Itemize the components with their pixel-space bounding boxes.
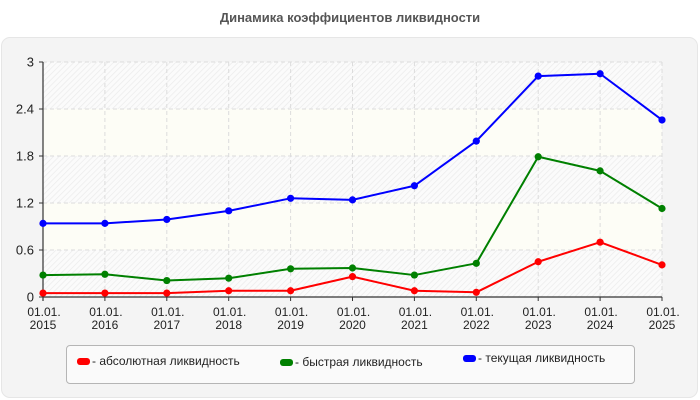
x-tick-label: 01.01. [584, 305, 617, 319]
data-point[interactable] [472, 288, 480, 296]
data-point[interactable] [348, 264, 357, 272]
x-tick-label: 2020 [339, 318, 366, 332]
data-point[interactable] [39, 289, 47, 297]
data-point[interactable] [287, 287, 295, 295]
data-point[interactable] [348, 196, 357, 204]
legend-item-current[interactable]: - текущая ликвидность [463, 348, 605, 368]
x-tick-label: 2019 [277, 318, 304, 332]
data-point[interactable] [163, 276, 171, 285]
x-tick-label: 01.01. [27, 305, 60, 319]
legend: - абсолютная ликвидность - быстрая ликви… [66, 345, 635, 384]
x-tick-label: 01.01. [523, 305, 556, 319]
data-point[interactable] [225, 287, 233, 295]
data-point[interactable] [472, 259, 480, 267]
data-point[interactable] [287, 194, 295, 202]
x-tick-label: 2016 [92, 318, 119, 332]
x-tick-label: 01.01. [461, 305, 494, 319]
x-tick-label: 2024 [587, 318, 614, 332]
x-tick-label: 01.01. [213, 305, 246, 319]
legend-label: - быстрая ликвидность [295, 355, 423, 369]
legend-label: - абсолютная ликвидность [92, 354, 240, 368]
data-point[interactable] [596, 167, 604, 175]
data-point[interactable] [410, 287, 418, 295]
x-tick-label: 2021 [401, 318, 428, 332]
y-tick-label: 1.8 [16, 149, 34, 164]
y-axis-ticks: 0 0.6 1.2 1.8 2.4 3 [16, 55, 43, 305]
chart-title: Динамика коэффициентов ликвидности [219, 10, 481, 25]
data-point[interactable] [534, 153, 542, 161]
legend-swatch-red [77, 357, 90, 365]
data-point[interactable] [658, 261, 666, 269]
y-tick-label: 0 [27, 290, 34, 305]
x-tick-label: 01.01. [151, 305, 184, 319]
data-point[interactable] [410, 271, 418, 279]
data-point[interactable] [410, 182, 418, 190]
x-tick-label: 01.01. [89, 305, 122, 319]
data-point[interactable] [596, 238, 604, 246]
x-axis-ticks: 01.01.201501.01.201601.01.201701.01.2018… [27, 297, 680, 332]
x-tick-label: 2015 [30, 318, 57, 332]
x-tick-label: 2017 [153, 318, 180, 332]
data-point[interactable] [658, 116, 666, 124]
y-tick-label: 0.6 [16, 243, 34, 258]
x-tick-label: 2023 [525, 318, 552, 332]
series-line [39, 153, 666, 285]
legend-swatch-green [280, 358, 293, 366]
data-point[interactable] [225, 207, 233, 215]
data-point[interactable] [39, 271, 47, 279]
data-point[interactable] [101, 270, 109, 278]
x-tick-label: 01.01. [337, 305, 370, 319]
data-point[interactable] [163, 289, 171, 297]
series-line [39, 70, 666, 227]
data-point[interactable] [101, 289, 109, 297]
data-point[interactable] [348, 273, 357, 281]
legend-swatch-blue [463, 354, 476, 362]
data-series [39, 70, 666, 297]
data-point[interactable] [534, 258, 542, 266]
y-tick-label: 1.2 [16, 196, 34, 211]
data-point[interactable] [39, 219, 47, 227]
x-tick-label: 01.01. [275, 305, 308, 319]
data-point[interactable] [287, 265, 295, 273]
y-tick-label: 2.4 [16, 102, 34, 117]
legend-item-absolute[interactable]: - абсолютная ликвидность [77, 351, 240, 371]
x-tick-label: 2025 [649, 318, 676, 332]
y-tick-label: 3 [27, 55, 34, 70]
data-point[interactable] [225, 274, 233, 282]
data-point[interactable] [472, 137, 480, 145]
x-tick-label: 01.01. [646, 305, 679, 319]
legend-item-quick[interactable]: - быстрая ликвидность [280, 352, 423, 372]
legend-label: - текущая ликвидность [478, 351, 606, 365]
x-tick-label: 01.01. [399, 305, 432, 319]
x-tick-label: 2018 [215, 318, 242, 332]
data-point[interactable] [596, 70, 604, 78]
series-line [39, 238, 666, 297]
data-point[interactable] [101, 219, 109, 227]
data-point[interactable] [658, 204, 666, 213]
data-point[interactable] [534, 72, 542, 80]
x-tick-label: 2022 [463, 318, 490, 332]
data-point[interactable] [163, 215, 171, 224]
